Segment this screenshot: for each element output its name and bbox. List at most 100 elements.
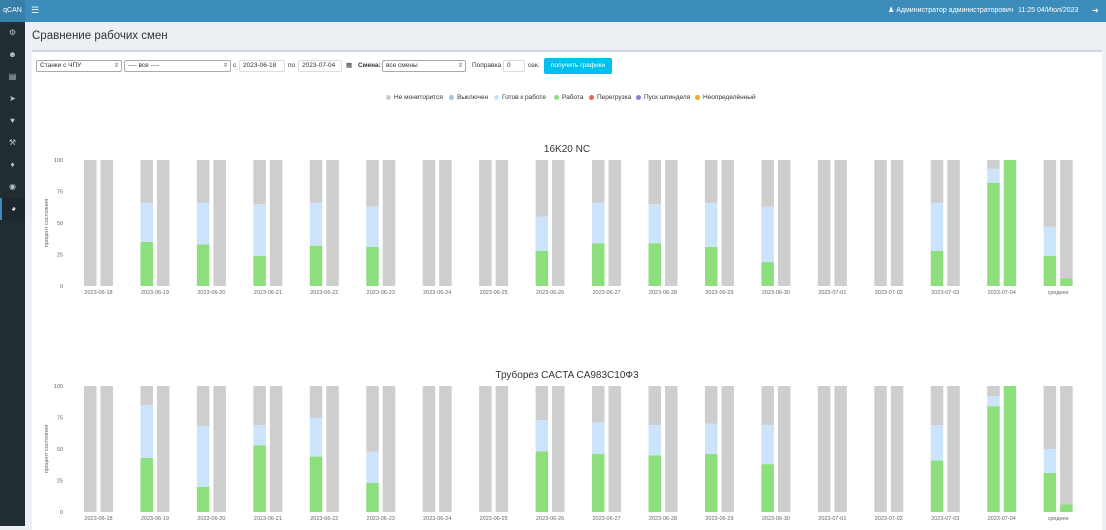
y-axis-label: процент состояния xyxy=(44,199,50,248)
x-tick-label: 2023-07-03 xyxy=(931,290,959,296)
bar-ready xyxy=(140,202,153,242)
bar-ready xyxy=(930,202,944,251)
bar-not-monitored xyxy=(535,386,549,421)
y-tick-label: 25 xyxy=(57,479,63,485)
top-navbar: qCAN ☰ ♟ Администратор администраторович… xyxy=(0,0,1106,22)
y-tick-label: 100 xyxy=(54,158,63,164)
y-tick-label: 0 xyxy=(60,510,63,516)
date-from-input[interactable]: 2023-06-18 xyxy=(239,60,285,72)
legend-dot xyxy=(386,94,391,100)
bar-ready xyxy=(592,422,605,455)
bar-not-monitored xyxy=(326,386,339,512)
legend-item[interactable]: Неопределённый xyxy=(695,92,756,104)
x-tick-label: 2023-06-20 xyxy=(197,516,225,522)
bar-not-monitored xyxy=(84,160,97,286)
legend-label: Выключен xyxy=(457,94,489,101)
app-logo[interactable]: qCAN xyxy=(0,0,25,22)
bar-not-monitored xyxy=(592,386,605,423)
bar-ready xyxy=(196,202,210,245)
correction-label: Поправка xyxy=(472,62,502,69)
calendar-icon[interactable]: ▦ xyxy=(346,62,353,69)
bar-not-monitored xyxy=(648,160,661,205)
bar-ready xyxy=(1043,449,1057,473)
x-tick-label: 2023-06-18 xyxy=(84,290,112,296)
user-menu[interactable]: ♟ Администратор администраторович xyxy=(888,0,1014,22)
bar-work xyxy=(140,241,153,286)
bar-not-monitored xyxy=(665,386,678,512)
bar-not-monitored xyxy=(213,386,226,512)
bar-not-monitored xyxy=(196,160,210,203)
chart-truborez: Труборез CACTA CA983C10Ф3 процент состоян… xyxy=(44,369,1073,522)
bar-work xyxy=(1003,386,1017,512)
x-tick-label: 2023-06-28 xyxy=(649,516,677,522)
bar-ready xyxy=(535,420,549,452)
x-tick-label: 2023-06-22 xyxy=(310,290,338,296)
machine-group-select[interactable]: Станки с ЧПУ ⇳ xyxy=(36,60,122,72)
x-tick-label: среднее xyxy=(1048,516,1069,522)
y-tick-label: 50 xyxy=(57,221,63,227)
bar-not-monitored xyxy=(253,160,266,205)
x-tick-label: 2023-06-30 xyxy=(762,290,790,296)
bar-not-monitored xyxy=(761,160,774,207)
bell-icon[interactable]: ♦ xyxy=(10,160,15,169)
legend-item[interactable]: Не мониторится xyxy=(386,92,443,104)
logout-icon[interactable]: ➜ xyxy=(1092,6,1099,15)
correction-input[interactable]: 0 xyxy=(503,60,525,72)
x-tick-label: 2023-07-04 xyxy=(988,516,1016,522)
bar-not-monitored xyxy=(874,160,887,286)
bar-not-monitored xyxy=(309,386,323,418)
get-charts-button[interactable]: получить графики xyxy=(544,58,612,74)
legend-item[interactable]: Готов к работе xyxy=(494,92,546,104)
legend-dot xyxy=(636,94,641,100)
bar-not-monitored xyxy=(439,386,452,512)
report-box: Станки с ЧПУ ⇳ ---- все ---- ⇳ с 2023-06-1… xyxy=(32,50,1102,530)
legend-label: Пуск шпинделя xyxy=(644,94,691,101)
gear-icon[interactable]: ⚙ xyxy=(8,28,17,37)
users-icon[interactable]: ☻ xyxy=(8,50,17,59)
bar-not-monitored xyxy=(100,386,113,512)
x-tick-label: 2023-06-19 xyxy=(141,516,169,522)
bar-ready xyxy=(930,425,944,461)
legend-dot xyxy=(589,94,594,100)
bar-not-monitored xyxy=(777,160,791,286)
bar-ready xyxy=(592,202,605,244)
shift-label: Смена: xyxy=(358,62,381,69)
legend-item[interactable]: Выключен xyxy=(449,92,488,104)
bar-ready xyxy=(704,202,718,247)
bar-not-monitored xyxy=(382,160,396,286)
bar-ready xyxy=(366,451,379,484)
legend-item[interactable]: Перегрузка xyxy=(589,92,631,104)
chart-icon[interactable]: ◕ xyxy=(0,198,25,220)
x-tick-label: 2023-07-02 xyxy=(875,516,903,522)
wrench-icon[interactable]: ⚒ xyxy=(8,138,17,147)
bar-not-monitored xyxy=(608,386,622,512)
bar-not-monitored xyxy=(817,160,831,286)
bar-not-monitored xyxy=(422,386,436,512)
legend-item[interactable]: Пуск шпинделя xyxy=(636,92,690,104)
bar-not-monitored xyxy=(100,160,113,286)
bar-ready xyxy=(648,204,661,244)
machine-select[interactable]: ---- все ---- ⇳ xyxy=(124,60,231,72)
user-icon: ♟ xyxy=(888,7,895,14)
x-tick-label: 2023-06-23 xyxy=(367,290,395,296)
x-tick-label: 2023-06-30 xyxy=(762,516,790,522)
menu-toggle-icon[interactable]: ☰ xyxy=(31,5,40,15)
rocket-icon[interactable]: ➤ xyxy=(9,94,16,103)
shift-select[interactable]: все смены ⇳ xyxy=(382,60,466,72)
bar-work xyxy=(535,250,549,286)
legend-item[interactable]: Работа xyxy=(554,92,583,104)
chart-16k20nc: 16K20 NC процент состояния 0 25 50 75 100 2023-… xyxy=(44,144,1073,296)
legend-label: Работа xyxy=(562,94,584,101)
document-icon[interactable]: ▤ xyxy=(8,72,17,81)
correction-unit: сек. xyxy=(528,62,540,69)
x-tick-label: 2023-06-20 xyxy=(197,290,225,296)
bar-not-monitored xyxy=(987,386,1000,397)
bar-not-monitored xyxy=(309,160,323,203)
bar-work xyxy=(987,182,1000,286)
legend-dot xyxy=(494,94,499,100)
bar-ready xyxy=(140,404,153,458)
date-to-input[interactable]: 2023-07-04 xyxy=(298,60,342,72)
heart-icon[interactable]: ♥ xyxy=(10,116,15,125)
eye-icon[interactable]: ◉ xyxy=(9,182,16,191)
legend-dot xyxy=(695,94,700,100)
